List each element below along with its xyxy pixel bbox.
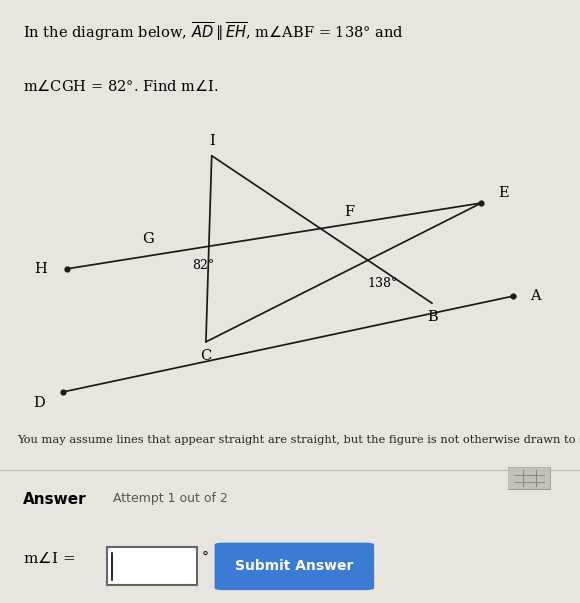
Text: Answer: Answer xyxy=(23,492,87,507)
Text: C: C xyxy=(200,349,212,362)
Text: m$\angle$CGH = 82°. Find m$\angle$I.: m$\angle$CGH = 82°. Find m$\angle$I. xyxy=(23,79,219,93)
Text: In the diagram below, $\overline{AD} \parallel \overline{EH}$, m$\angle$ABF = 13: In the diagram below, $\overline{AD} \pa… xyxy=(23,21,404,43)
Text: G: G xyxy=(142,232,154,247)
Text: m$\angle$I =: m$\angle$I = xyxy=(23,551,75,566)
Text: 82°: 82° xyxy=(192,259,214,273)
Text: Submit Answer: Submit Answer xyxy=(235,559,354,573)
Text: °: ° xyxy=(202,551,209,565)
Text: E: E xyxy=(498,186,509,200)
Text: B: B xyxy=(427,310,437,324)
Text: H: H xyxy=(34,262,47,276)
Text: D: D xyxy=(34,397,45,411)
FancyBboxPatch shape xyxy=(107,548,197,586)
Text: Attempt 1 out of 2: Attempt 1 out of 2 xyxy=(113,492,228,505)
FancyBboxPatch shape xyxy=(508,467,551,490)
FancyBboxPatch shape xyxy=(215,543,374,590)
Text: F: F xyxy=(345,205,355,219)
Text: I: I xyxy=(209,134,215,148)
Text: 138°: 138° xyxy=(368,277,398,289)
Text: You may assume lines that appear straight are straight, but the figure is not ot: You may assume lines that appear straigh… xyxy=(17,435,580,445)
Text: A: A xyxy=(530,289,541,303)
